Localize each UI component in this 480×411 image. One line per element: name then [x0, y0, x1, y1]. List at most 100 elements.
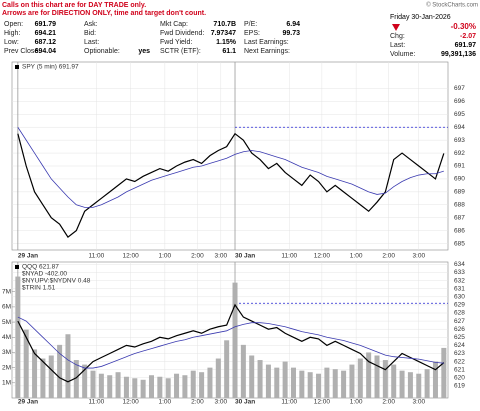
- volume-bar: [32, 349, 38, 398]
- x-tick-label: 3:00: [412, 253, 425, 260]
- field-value: 99.73: [282, 30, 300, 37]
- y-tick-label: 625: [454, 334, 465, 341]
- volume-bar: [441, 347, 447, 398]
- field-label: Fwd Yield:: [160, 39, 192, 46]
- x-tick-label: 2:00: [191, 399, 204, 406]
- field-value: yes: [138, 48, 150, 55]
- volume-bar: [382, 360, 388, 398]
- y-tick-label: 630: [454, 294, 465, 301]
- volume-bar: [23, 329, 29, 398]
- field-value: 694.04: [35, 48, 57, 55]
- y-tick-label: 685: [454, 240, 465, 247]
- y-tick-label: 627: [454, 318, 465, 325]
- price-line: [17, 303, 445, 383]
- stat-label: Volume:: [390, 51, 415, 58]
- volume-bar: [224, 340, 230, 398]
- x-tick-label: 1:00: [350, 253, 363, 260]
- volume-bar: [416, 373, 422, 398]
- legend-label: $NYAD -402.00: [22, 271, 67, 278]
- x-tick-label: 11:00: [88, 253, 104, 260]
- field-label: EPS:: [244, 30, 260, 37]
- volume-bar: [57, 344, 63, 398]
- stat-label: Chg:: [390, 33, 405, 40]
- price-line: [17, 132, 445, 238]
- x-tick-label: 2:00: [191, 253, 204, 260]
- down-arrow: [392, 24, 400, 31]
- field-label: Mkt Cap:: [160, 21, 188, 28]
- volume-bar: [357, 358, 363, 398]
- volume-bar: [265, 364, 271, 398]
- legend-label: $TRIN 1.51: [22, 285, 56, 292]
- y-tick-label: 695: [454, 111, 465, 118]
- y2-tick-label: 7M: [2, 288, 11, 295]
- y-tick-label: 693: [454, 137, 465, 144]
- volume-bar: [82, 364, 88, 398]
- field-label: Last Earnings:: [244, 39, 289, 46]
- legend-label: QQQ 621.87: [22, 264, 59, 271]
- field-label: Ask:: [84, 21, 98, 28]
- price-line: [17, 127, 444, 208]
- stat-label: Last:: [390, 42, 405, 49]
- field-label: Fwd Dividend:: [160, 30, 204, 37]
- volume-bar: [391, 364, 397, 398]
- note: Arrows are for DIRECTION ONLY, time and …: [2, 10, 206, 17]
- volume-bar: [90, 370, 96, 398]
- field-value: 691.79: [35, 21, 57, 28]
- y-tick-label: 691: [454, 163, 465, 170]
- y2-tick-label: 1M: [2, 380, 11, 387]
- x-tick-label: 12:00: [314, 253, 331, 260]
- y-tick-label: 628: [454, 310, 465, 317]
- x-tick-label: 3:00: [214, 253, 227, 260]
- field-label: Bid:: [84, 30, 96, 37]
- field-label: Prev Close:: [4, 48, 40, 55]
- volume-bar: [240, 344, 246, 398]
- volume-bar: [215, 358, 221, 398]
- volume-bar: [107, 375, 113, 398]
- y-tick-label: 632: [454, 277, 465, 284]
- volume-bar: [174, 373, 180, 398]
- x-tick-label: 11:00: [88, 399, 104, 406]
- x-tick-label: 3:00: [412, 399, 425, 406]
- y-tick-label: 690: [454, 176, 465, 183]
- x-tick-label: 3:00: [214, 399, 227, 406]
- volume-bar: [140, 379, 146, 398]
- volume-bar: [157, 376, 163, 398]
- volume-bar: [48, 355, 54, 398]
- field-label: Optionable:: [84, 48, 120, 55]
- x-tick-label: 12:00: [122, 253, 139, 260]
- x-tick-label: 1:00: [350, 399, 363, 406]
- field-value: 687.12: [35, 39, 57, 46]
- y-tick-label: 697: [454, 85, 465, 92]
- x-tick-label: 30 Jan: [235, 399, 255, 406]
- y2-tick-label: 6M: [2, 304, 11, 311]
- y-tick-label: 619: [454, 383, 465, 390]
- volume-bar: [399, 370, 405, 398]
- volume-bar: [73, 360, 79, 398]
- volume-bar: [324, 367, 330, 398]
- volume-bar: [307, 372, 313, 398]
- legend-label: SPY (5 min) 691.97: [22, 64, 79, 71]
- volume-bar: [349, 364, 355, 398]
- y-tick-label: 623: [454, 350, 465, 357]
- x-tick-label: 1:00: [159, 253, 172, 260]
- volume-bar: [274, 367, 280, 398]
- change-percent: -0.30%: [451, 22, 476, 31]
- y-tick-label: 629: [454, 302, 465, 309]
- y2-tick-label: 3M: [2, 349, 11, 356]
- volume-bar: [232, 282, 238, 398]
- volume-bar: [432, 361, 438, 398]
- volume-bar: [249, 355, 255, 398]
- volume-bar: [207, 367, 213, 398]
- y2-tick-label: 2M: [2, 364, 11, 371]
- x-tick-label: 2:00: [382, 253, 395, 260]
- volume-bar: [316, 373, 322, 398]
- field-value: 7.97347: [211, 30, 236, 37]
- field-label: P/E:: [244, 21, 257, 28]
- volume-bar: [98, 373, 104, 398]
- volume-bar: [132, 378, 138, 398]
- volume-bar: [15, 276, 21, 398]
- volume-bar: [65, 334, 71, 398]
- y-tick-label: 620: [454, 374, 465, 381]
- volume-bar: [123, 376, 129, 398]
- volume-bar: [282, 361, 288, 398]
